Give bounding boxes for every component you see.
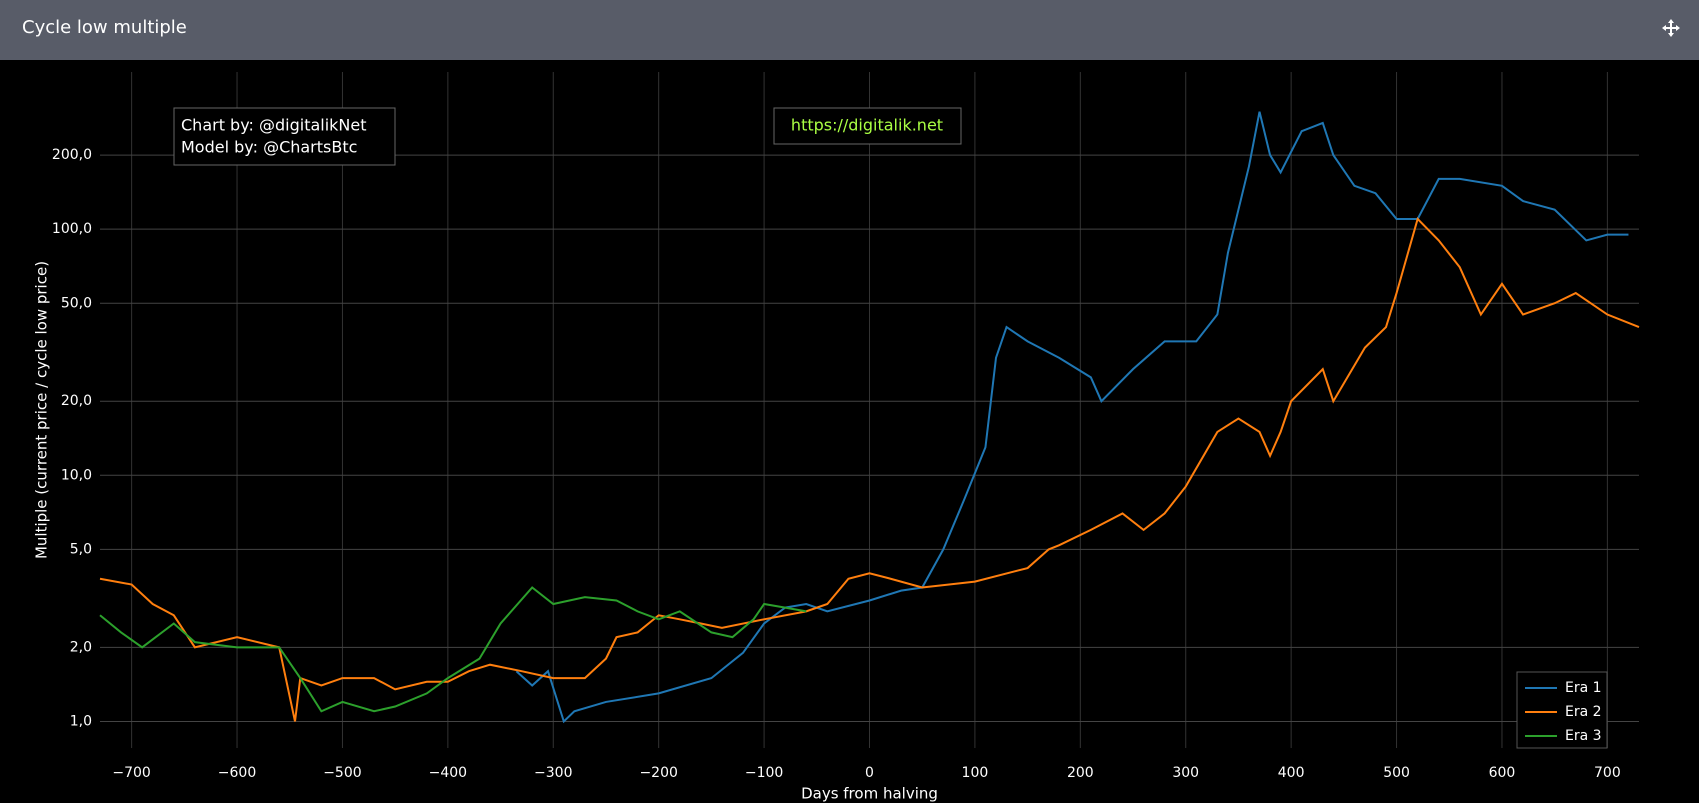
series-line <box>515 111 1629 724</box>
annotation: Model by: @ChartsBtc <box>181 138 357 157</box>
x-tick-label: 700 <box>1594 765 1621 781</box>
x-tick-label: −600 <box>218 765 256 781</box>
y-tick-label: 20,0 <box>61 393 92 409</box>
move-icon[interactable] <box>1661 18 1681 38</box>
x-tick-label: −500 <box>323 765 361 781</box>
panel-header: Cycle low multiple <box>0 0 1699 60</box>
x-tick-label: 300 <box>1172 765 1199 781</box>
chart: −700 −600 −500 −400 −300 −200 −100 0 100 200 300 40… <box>33 72 1640 803</box>
y-tick-label: 5,0 <box>70 541 92 557</box>
x-tick-label: −200 <box>639 765 677 781</box>
annotation-box <box>773 107 962 145</box>
x-tick-label: 200 <box>1067 765 1094 781</box>
x-tick-label: −300 <box>534 765 572 781</box>
x-tick-label: 500 <box>1383 765 1410 781</box>
annotation: Chart by: @digitalikNet <box>181 116 367 135</box>
x-tick-label: −700 <box>112 765 150 781</box>
y-tick-label: 10,0 <box>61 467 92 483</box>
series-line <box>99 586 807 713</box>
y-tick-label: 200,0 <box>52 147 92 163</box>
series-line <box>99 217 1640 722</box>
annotation: https://digitalik.net <box>791 116 943 135</box>
x-tick-label: 100 <box>962 765 989 781</box>
x-tick-label: −400 <box>429 765 467 781</box>
legend-label: Era 1 <box>1565 680 1602 696</box>
annotation-box <box>173 107 396 166</box>
x-tick-label: 400 <box>1278 765 1305 781</box>
x-tick-label: 600 <box>1489 765 1516 781</box>
x-tick-label: 0 <box>865 765 874 781</box>
y-axis-title: Multiple (current price / cycle low pric… <box>33 261 51 559</box>
legend-label: Era 3 <box>1565 728 1602 744</box>
panel-title: Cycle low multiple <box>22 17 187 38</box>
y-tick-label: 100,0 <box>52 221 92 237</box>
x-tick-label: −100 <box>745 765 783 781</box>
y-tick-label: 50,0 <box>61 295 92 311</box>
y-tick-label: 1,0 <box>70 713 92 729</box>
legend-label: Era 2 <box>1565 704 1602 720</box>
x-axis-title: Days from halving <box>801 785 938 803</box>
y-tick-label: 2,0 <box>70 639 92 655</box>
